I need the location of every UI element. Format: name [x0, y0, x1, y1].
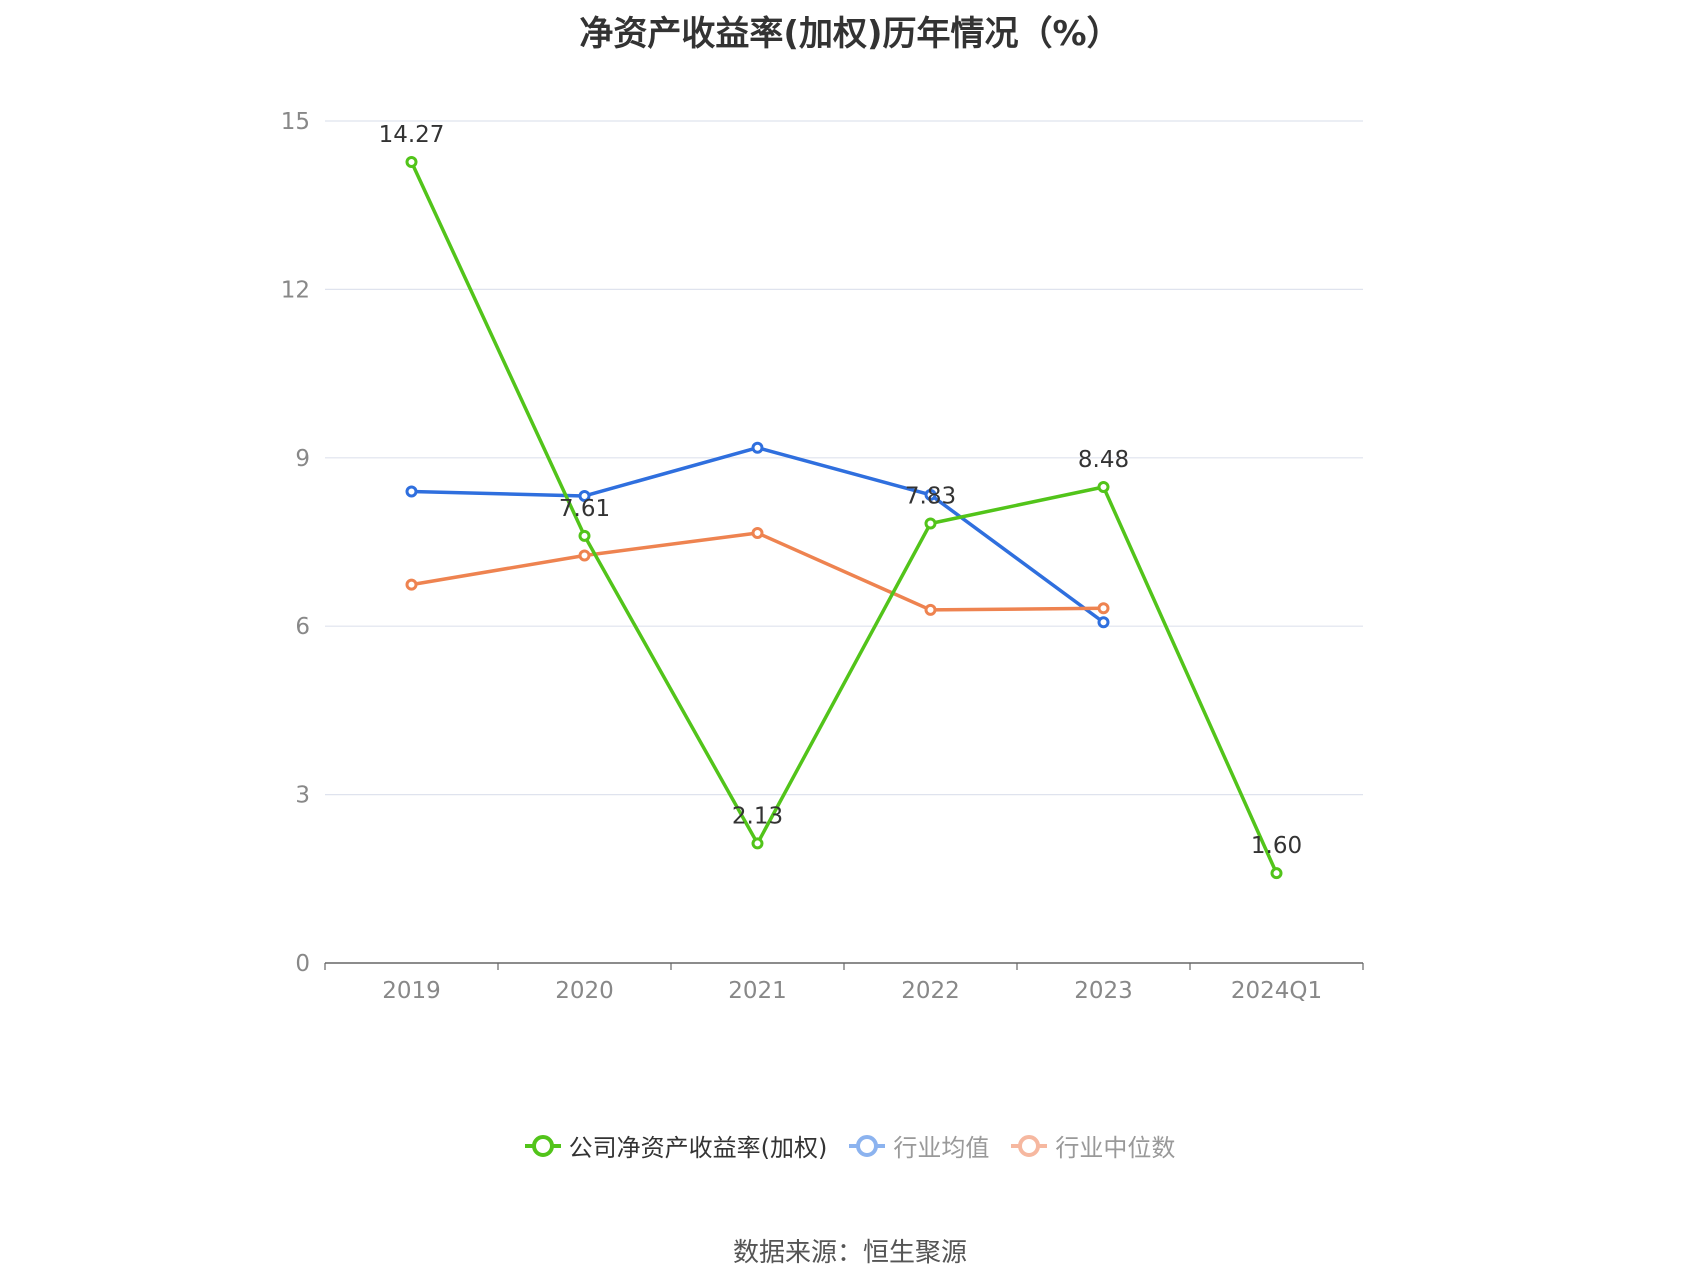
- data-point: [924, 517, 937, 530]
- data-label: 14.27: [379, 122, 445, 148]
- data-point: [751, 837, 764, 850]
- data-label: 2.13: [732, 803, 783, 829]
- data-point: [405, 155, 418, 168]
- y-tick-label: 0: [295, 951, 310, 977]
- legend-label: 公司净资产收益率(加权): [568, 1134, 828, 1162]
- data-labels: 14.27 7.61 2.13 7.83 8.48 1.60: [379, 122, 1303, 859]
- line-chart: 0 3 6 9 12 15 2019 2020 2021 2022 2023 2024Q1 14.2…: [281, 109, 1364, 1004]
- legend-marker-icon: [524, 1134, 561, 1157]
- data-point: [751, 441, 764, 454]
- x-tick-label: 2023: [1074, 978, 1133, 1004]
- y-tick-label: 9: [295, 446, 310, 472]
- data-point: [924, 488, 937, 501]
- data-label: 8.48: [1078, 447, 1129, 473]
- legend-item-company[interactable]: 公司净资产收益率(加权): [524, 1128, 828, 1163]
- data-point: [578, 529, 591, 542]
- grid-lines: [325, 120, 1363, 796]
- x-tick-label: 2020: [555, 978, 614, 1004]
- data-point: [578, 489, 591, 502]
- x-tick-label: 2021: [728, 978, 787, 1004]
- legend-marker-icon: [1011, 1134, 1048, 1157]
- legend-item-industry-mean[interactable]: 行业均值: [849, 1128, 989, 1163]
- y-tick-label: 3: [295, 783, 310, 809]
- data-label: 1.60: [1251, 833, 1302, 859]
- legend-marker-icon: [849, 1134, 886, 1157]
- x-tick-label: 2022: [901, 978, 960, 1004]
- legend: 公司净资产收益率(加权) 行业均值 行业中位数: [0, 1128, 1700, 1163]
- x-tick-label: 2019: [382, 978, 441, 1004]
- y-tick-label: 6: [295, 614, 310, 640]
- series-points: [405, 155, 1283, 880]
- x-axis-ticks: 2019 2020 2021 2022 2023 2024Q1: [324, 963, 1364, 1004]
- legend-label: 行业中位数: [1055, 1134, 1176, 1162]
- data-point: [405, 578, 418, 591]
- data-point: [1097, 616, 1110, 629]
- data-point: [1270, 867, 1283, 880]
- y-axis-ticks: 0 3 6 9 12 15: [281, 109, 310, 977]
- data-point: [578, 549, 591, 562]
- data-point: [924, 603, 937, 616]
- series-lines: [409, 161, 1279, 874]
- data-point: [751, 527, 764, 540]
- data-point: [1097, 602, 1110, 615]
- chart-title: 净资产收益率(加权)历年情况（%）: [579, 14, 1121, 54]
- data-point: [405, 485, 418, 498]
- y-tick-label: 12: [281, 277, 310, 303]
- y-tick-label: 15: [281, 109, 310, 135]
- series-line: [409, 161, 1279, 874]
- legend-item-industry-median[interactable]: 行业中位数: [1011, 1128, 1175, 1163]
- x-tick-label: 2024Q1: [1231, 978, 1322, 1004]
- legend-label: 行业均值: [893, 1134, 990, 1162]
- data-source: 数据来源：恒生聚源: [732, 1238, 967, 1268]
- data-label: 7.83: [905, 483, 956, 509]
- data-point: [1097, 480, 1110, 493]
- data-label: 7.61: [559, 496, 610, 522]
